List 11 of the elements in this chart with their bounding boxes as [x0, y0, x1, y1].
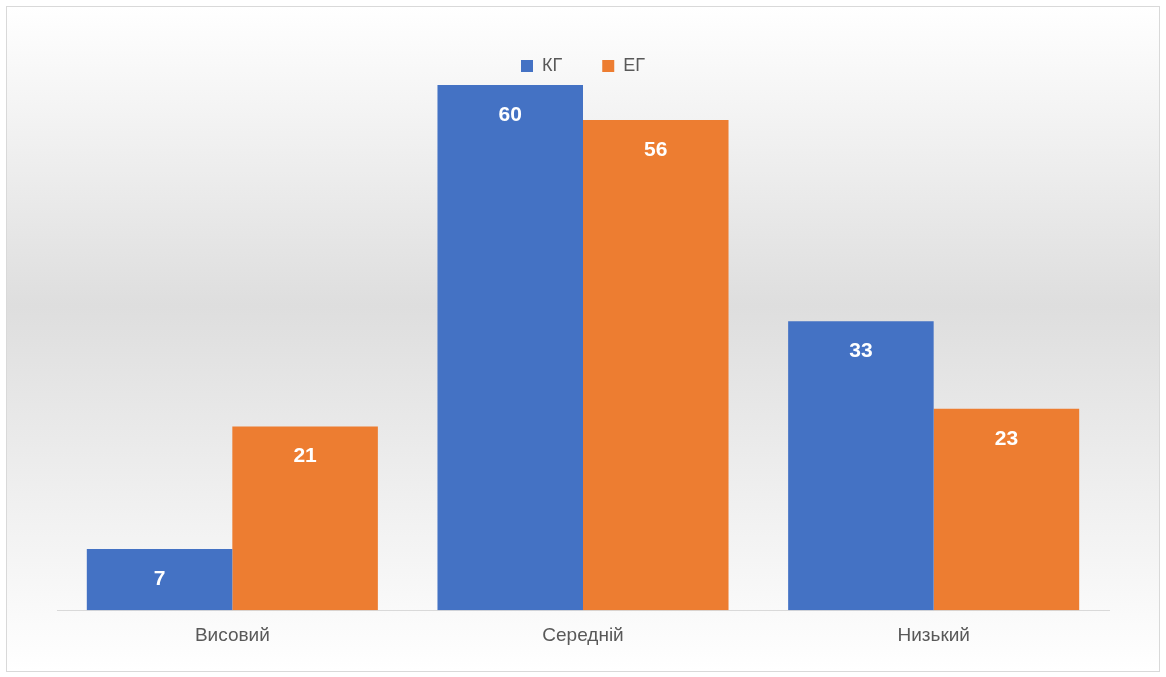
data-label: 21: [293, 443, 318, 467]
x-tick-label: Середній: [542, 623, 624, 645]
data-label: 56: [644, 136, 668, 160]
x-tick-label: Низький: [897, 623, 970, 645]
x-tick-label: Висовий: [194, 623, 270, 645]
legend-label: ЕГ: [623, 54, 646, 75]
data-label: 23: [994, 425, 1019, 449]
data-label: 7: [153, 565, 166, 589]
data-label: 33: [849, 338, 873, 362]
legend-label: КГ: [542, 54, 563, 75]
data-label: 60: [498, 101, 522, 125]
